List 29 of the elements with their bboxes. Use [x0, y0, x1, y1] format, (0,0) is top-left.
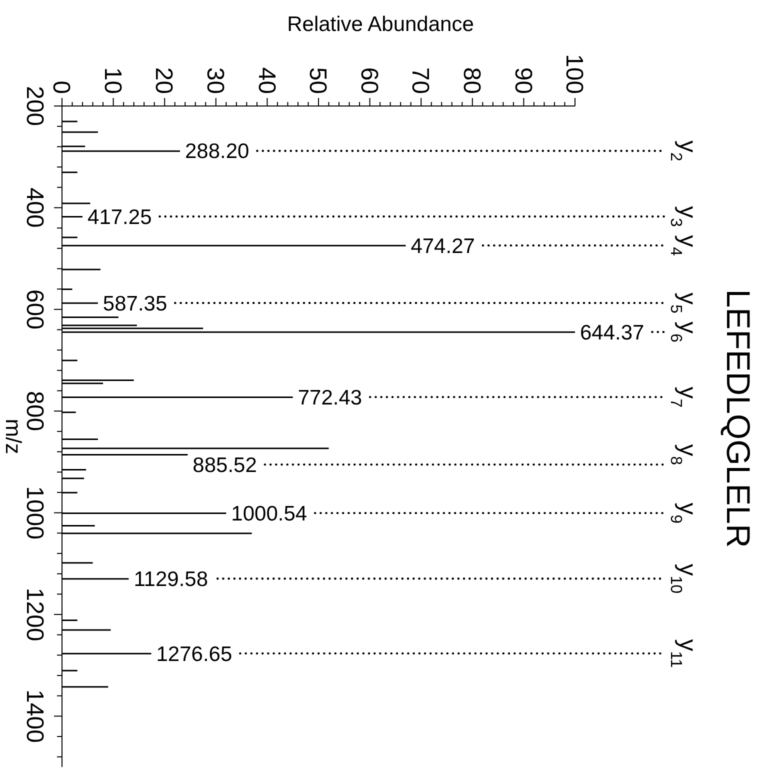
annotation: 644.37 — [580, 321, 644, 344]
x-tick-label: 80 — [458, 67, 485, 94]
y-tick-label: 600 — [21, 289, 48, 330]
y-tick-label: 1000 — [21, 486, 48, 540]
annotation: 417.25 — [88, 206, 152, 229]
y-tick-label: 1400 — [21, 689, 48, 743]
x-tick-label: 60 — [355, 67, 382, 94]
annotation: 1000.54 — [231, 502, 308, 526]
x-tick-label: 0 — [48, 80, 75, 94]
text: LEFEDLQGLELR — [720, 289, 757, 548]
x-tick-label: 50 — [304, 67, 332, 94]
x-tick-label: 20 — [150, 67, 178, 94]
y-tick-label: 400 — [21, 188, 48, 228]
annotation: 1129.58 — [134, 568, 208, 592]
annotation: 1276.65 — [156, 642, 232, 666]
annotation: 288.20 — [184, 140, 250, 164]
y-tick-label: 200 — [21, 86, 48, 126]
x-tick-label: 100 — [560, 54, 588, 94]
x-tick-label: 30 — [202, 67, 228, 94]
x-tick-label: 10 — [98, 67, 126, 94]
annotation: 772.43 — [298, 386, 362, 410]
annotation: 885.52 — [192, 454, 257, 477]
annotation: 474.27 — [410, 234, 475, 258]
y-tick-label: 1200 — [21, 588, 48, 642]
x-tick-label: 90 — [509, 67, 536, 94]
x-tick-label: 40 — [252, 67, 280, 94]
annotation: 587.35 — [102, 292, 168, 316]
x-tick-label: 70 — [406, 67, 434, 94]
x-axis-title: Relative Abundance — [287, 13, 474, 36]
